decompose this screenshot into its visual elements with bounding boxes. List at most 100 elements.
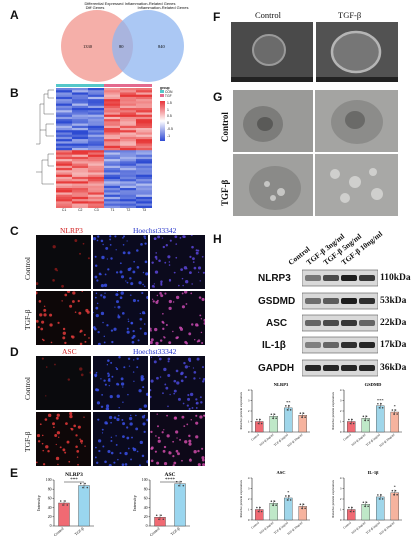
cell-signal [115,249,117,251]
heatmap-cell [88,136,105,140]
heatmap-cell [88,121,105,124]
scale-tick: 0 [167,120,169,125]
cell-signal [173,379,177,383]
cell-signal [106,364,109,366]
data-point [362,415,365,418]
heatmap-cell [72,110,89,113]
data-point [393,493,395,496]
heatmap-cell [88,139,105,142]
cell-signal [41,434,44,437]
cell-signal [142,422,146,426]
cell-signal [167,357,171,361]
cell-signal [110,257,113,260]
cell-signal [155,435,157,437]
cell-signal [119,296,123,300]
heatmap-cell [136,94,152,98]
blot-band [341,298,357,304]
cell-signal [62,327,66,331]
cell-signal [62,336,66,340]
cell-signal [110,436,113,439]
blot-band [305,298,321,304]
cell-signal [187,357,192,361]
heatmap-col-label: C2 [78,208,83,212]
cell-signal [79,367,83,371]
cell-signal [72,291,76,295]
cell-signal [39,313,43,317]
cell-signal [36,461,38,464]
heatmap-cell [88,110,105,113]
cell-signal [101,255,105,260]
data-point [396,413,398,415]
heatmap-cell [88,159,105,162]
cell-signal [102,243,104,246]
cell-signal [95,388,98,392]
data-point [257,510,260,513]
cell-signal [120,382,125,386]
cell-signal [142,386,145,389]
cell-signal [122,422,126,426]
heatmap-cell [136,154,152,158]
heatmap-cell [120,121,137,124]
heatmap-cell [104,165,121,169]
panel-letter-b: B [10,86,19,100]
cell-signal [203,414,205,417]
heatmap-cell [104,123,121,127]
cell-signal [173,392,176,395]
cell-signal [47,413,52,418]
heatmap-cell [136,134,152,138]
panel-letter-g: G [213,90,223,104]
cell-signal [95,292,98,295]
cell-signal [59,446,62,449]
venn-diagram: 1330 80 840 [61,10,184,82]
heatmap-gene-labels [152,90,162,208]
cell-signal [131,340,135,344]
cell-signal [50,341,53,344]
cell-signal [110,439,113,442]
cell-signal [137,339,140,342]
cell-signal [146,460,148,464]
blot-label-asc: ASC [266,318,288,329]
cell-signal [106,324,109,327]
cell-signal [113,461,116,464]
heatmap-cell [72,183,89,187]
cell-signal [197,249,200,252]
blot-band [305,275,321,281]
data-point [304,507,306,510]
cell-signal [118,356,121,359]
cell-signal [138,281,142,285]
cell-signal [36,291,38,295]
heatmap-cell [88,112,105,115]
heatmap-cell [56,141,73,144]
heatmap-cell [56,188,73,191]
cell-signal [151,298,154,300]
data-point [378,406,381,409]
bar [174,483,186,527]
y-tick-label: 1 [248,420,250,424]
cell-signal [122,251,126,255]
cell-signal [185,342,189,345]
data-point [351,506,353,509]
heatmap-cell [56,183,73,187]
data-point [352,510,355,513]
heatmap-cell [56,163,73,167]
cell-signal [201,447,204,450]
heatmap-cell [56,150,73,153]
heatmap-cell [104,88,121,91]
heatmap-group-bar [56,84,72,87]
heatmap-cell [56,168,73,171]
heatmap-cell [56,159,73,162]
heatmap-cell [104,163,121,167]
heatmap-cell [88,203,105,207]
heatmap-cell [72,188,89,191]
data-point [367,505,369,508]
heatmap-cell [120,134,137,138]
heatmap-cell [104,139,121,142]
cell-signal [97,235,100,238]
cell-signal [150,459,154,463]
cell-signal [181,415,185,419]
data-point [289,409,292,411]
cell-signal [188,407,191,410]
cell-signal [100,239,104,243]
cell-signal [54,434,58,437]
heatmap-cell [136,136,152,140]
